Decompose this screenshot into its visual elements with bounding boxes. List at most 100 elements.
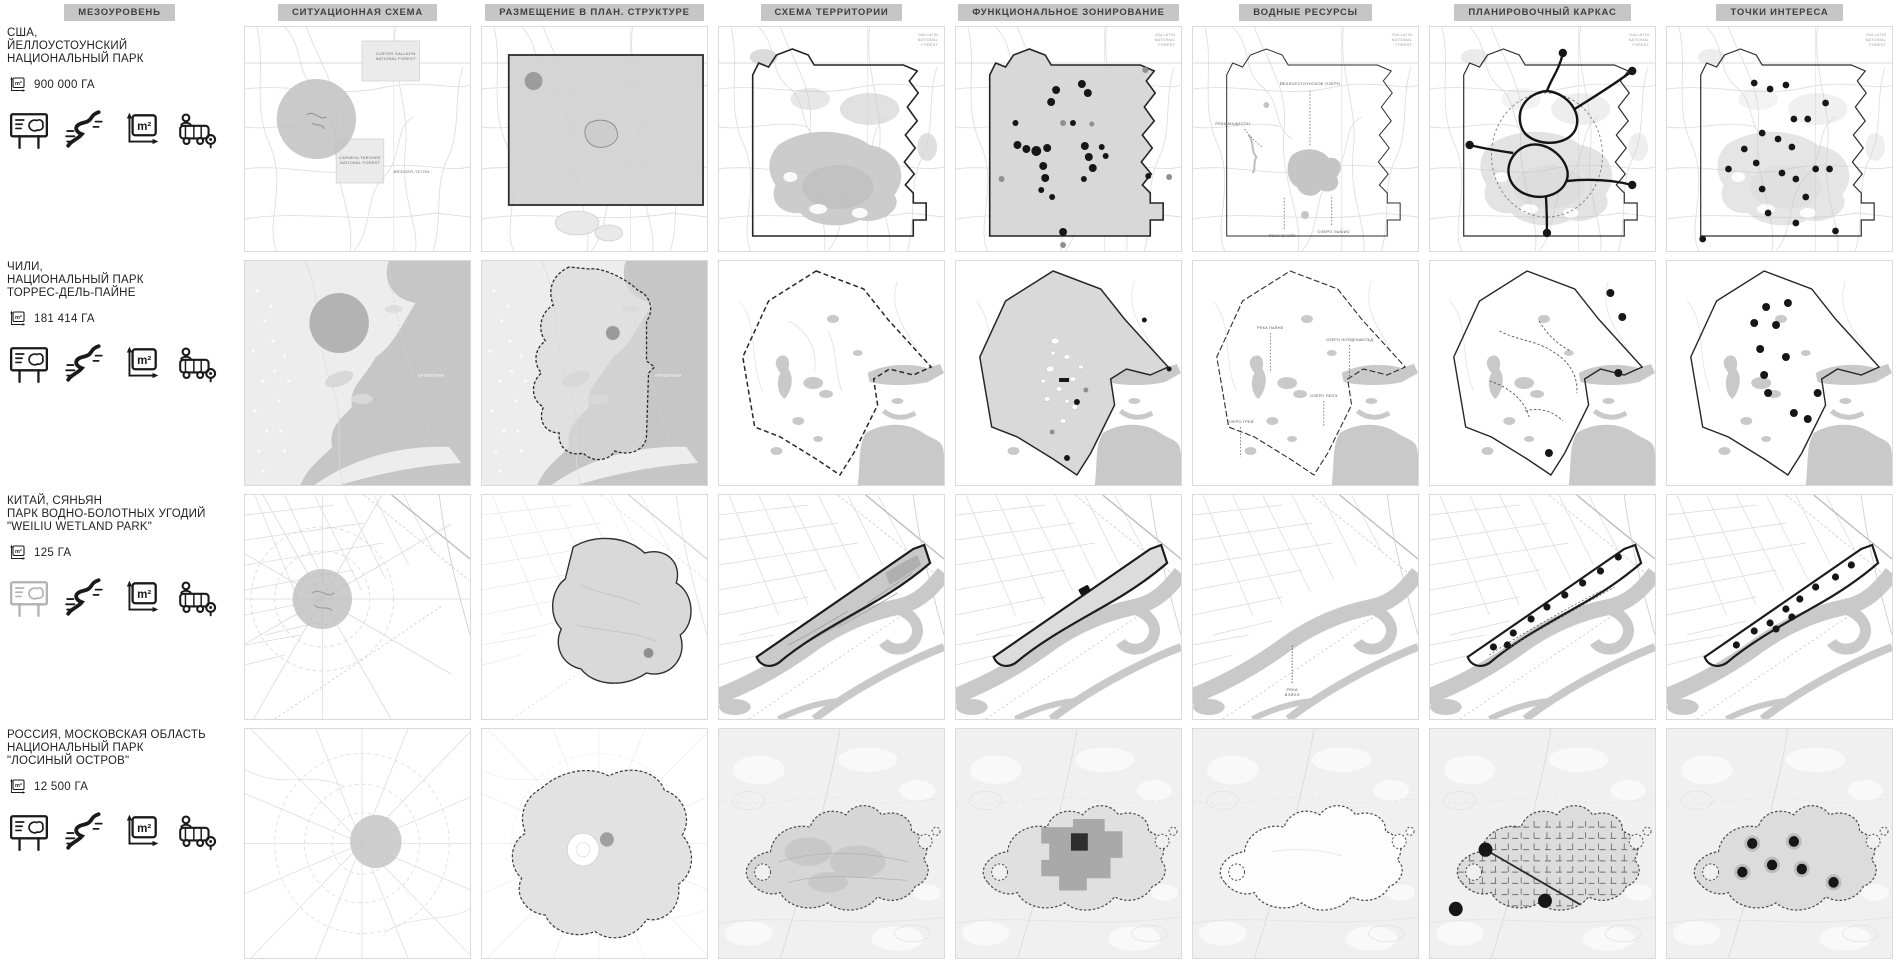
svg-text:NATIONAL: NATIONAL <box>918 38 938 42</box>
svg-text:m²: m² <box>15 80 22 87</box>
park-label-cell: США, ЙЕЛЛОУСТОУНСКИЙ НАЦИОНАЛЬНЫЙ ПАРК m… <box>0 22 239 151</box>
feature-icons: m² <box>8 343 237 385</box>
park-name-line: КИТАЙ, СЯНЬЯН <box>7 495 103 507</box>
park-name: РОССИЯ, МОСКОВСКАЯ ОБЛАСТЬ НАЦИОНАЛЬНЫЙ … <box>7 729 237 768</box>
svg-text:GALLATIN: GALLATIN <box>1155 33 1175 37</box>
svg-text:GALLATIN: GALLATIN <box>918 33 938 37</box>
svg-text:FOREST: FOREST <box>1395 43 1412 47</box>
park-name: ЧИЛИ, НАЦИОНАЛЬНЫЙ ПАРК ТОРРЕС-ДЕЛЬ-ПАЙН… <box>7 261 237 300</box>
park-name-line: "WEILIU WETLAND PARK" <box>7 521 153 533</box>
map-usa-zoning: GALLATIN NATIONAL FOREST <box>955 26 1182 252</box>
info-stand-icon <box>8 343 50 385</box>
info-stand-icon <box>8 577 50 619</box>
river-icon <box>64 577 106 619</box>
column-header-planning-framework: ПЛАНИРОВОЧНЫЙ КАРКАС <box>1454 3 1631 21</box>
area-m2-icon: m² <box>7 75 27 95</box>
header-row: МЕЗОУРОВЕНЬ СИТУАЦИОННАЯ СХЕМА РАЗМЕЩЕНИ… <box>0 2 1898 22</box>
map-chile-water: РЕКА ПАЙНЕ ОЗЕРО НОРДЕНШЕЛЬД ОЗЕРО ПЕОЭ ОЗЕ… <box>1192 260 1419 486</box>
park-row-weiliu: КИТАЙ, СЯНЬЯН ПАРК ВОДНО-БОЛОТНЫХ УГОДИЙ… <box>0 490 1898 724</box>
map-canvas <box>1193 729 1418 958</box>
transport-access-icon <box>176 811 218 853</box>
map-canvas <box>1667 495 1892 719</box>
svg-text:ОЗЕРО НОРДЕНШЕЛЬД: ОЗЕРО НОРДЕНШЕЛЬД <box>1326 338 1373 342</box>
map-chile-framework <box>1429 260 1656 486</box>
transport-access-icon <box>176 577 218 619</box>
svg-text:РЕКА ПАЙНЕ: РЕКА ПАЙНЕ <box>1257 326 1284 330</box>
column-header-territory-scheme: СХЕМА ТЕРРИТОРИИ <box>760 3 903 21</box>
feature-icons: m² <box>8 811 237 853</box>
map-canvas <box>245 729 470 958</box>
map-canvas <box>245 495 470 719</box>
area-icon: m² <box>120 577 162 619</box>
map-china-poi <box>1666 494 1893 720</box>
map-russia-territory <box>718 728 945 959</box>
map-russia-situational <box>244 728 471 959</box>
map-canvas: АРГЕНТИНА <box>245 261 470 485</box>
map-chile-placement: АРГЕНТИНА <box>481 260 708 486</box>
park-row-losiny-ostrov: РОССИЯ, МОСКОВСКАЯ ОБЛАСТЬ НАЦИОНАЛЬНЫЙ … <box>0 724 1898 961</box>
column-header-situational-scheme: СИТУАЦИОННАЯ СХЕМА <box>277 3 438 21</box>
map-usa-poi: GALLATIN NATIONAL FOREST <box>1666 26 1893 252</box>
park-name: КИТАЙ, СЯНЬЯН ПАРК ВОДНО-БОЛОТНЫХ УГОДИЙ… <box>7 495 237 534</box>
svg-text:ОЗЕРО ЛЬЮИС: ОЗЕРО ЛЬЮИС <box>1318 229 1350 234</box>
map-china-territory <box>718 494 945 720</box>
svg-text:m²: m² <box>137 823 151 835</box>
map-russia-water <box>1192 728 1419 959</box>
map-usa-framework: GALLATIN NATIONAL FOREST <box>1429 26 1656 252</box>
map-canvas <box>1430 495 1655 719</box>
svg-text:m²: m² <box>15 314 22 321</box>
map-canvas <box>1430 729 1655 958</box>
map-canvas: ЙЕЛЛОУСТОУНСКОЕ ОЗЕРО РЕКА МАДИСОН РЕКА СН… <box>1193 27 1418 251</box>
park-area-value: 900 000 ГА <box>34 79 95 91</box>
area-m2-icon: m² <box>7 543 27 563</box>
park-row-yellowstone: США, ЙЕЛЛОУСТОУНСКИЙ НАЦИОНАЛЬНЫЙ ПАРК m… <box>0 22 1898 256</box>
svg-text:m²: m² <box>15 548 22 555</box>
svg-text:NATIONAL: NATIONAL <box>1629 38 1649 42</box>
svg-text:NATIONAL: NATIONAL <box>1392 38 1412 42</box>
svg-text:FOREST: FOREST <box>1158 43 1175 47</box>
park-area: m² 125 ГА <box>7 543 237 563</box>
svg-text:РЕКА СНЕЙК: РЕКА СНЕЙК <box>1269 233 1297 238</box>
map-chile-poi <box>1666 260 1893 486</box>
map-russia-poi <box>1666 728 1893 959</box>
park-name-line: РОССИЯ, МОСКОВСКАЯ ОБЛАСТЬ <box>7 729 206 741</box>
park-name-line: США, <box>7 27 38 39</box>
river-icon <box>64 109 106 151</box>
park-name-line: НАЦИОНАЛЬНЫЙ ПАРК <box>7 274 144 286</box>
map-canvas <box>1686 270 1892 485</box>
map-canvas <box>956 729 1181 958</box>
feature-icons: m² <box>8 109 237 151</box>
park-name: США, ЙЕЛЛОУСТОУНСКИЙ НАЦИОНАЛЬНЫЙ ПАРК <box>7 27 237 66</box>
map-china-framework <box>1429 494 1656 720</box>
park-name-line: ПАРК ВОДНО-БОЛОТНЫХ УГОДИЙ <box>7 508 206 520</box>
feature-icons: m² <box>8 577 237 619</box>
park-label-cell: ЧИЛИ, НАЦИОНАЛЬНЫЙ ПАРК ТОРРЕС-ДЕЛЬ-ПАЙН… <box>0 256 239 385</box>
transport-access-icon <box>176 109 218 151</box>
map-china-placement <box>481 494 708 720</box>
map-chile-territory <box>718 260 945 486</box>
map-usa-territory: GALLATIN NATIONAL FOREST <box>718 26 945 252</box>
svg-text:m²: m² <box>137 355 151 367</box>
svg-text:NATIONAL FOREST: NATIONAL FOREST <box>340 160 380 165</box>
park-label-cell: РОССИЯ, МОСКОВСКАЯ ОБЛАСТЬ НАЦИОНАЛЬНЫЙ … <box>0 724 239 853</box>
svg-text:NATIONAL FOREST: NATIONAL FOREST <box>376 56 416 61</box>
park-label-cell: КИТАЙ, СЯНЬЯН ПАРК ВОДНО-БОЛОТНЫХ УГОДИЙ… <box>0 490 239 619</box>
map-russia-zoning <box>955 728 1182 959</box>
map-canvas <box>719 729 944 958</box>
svg-text:ОЗЕРО ГРЕЙ: ОЗЕРО ГРЕЙ <box>1227 420 1253 424</box>
map-chile-zoning <box>955 260 1182 486</box>
svg-text:GALLATIN: GALLATIN <box>1629 33 1649 37</box>
park-area-value: 12 500 ГА <box>34 781 89 793</box>
svg-text:FOREST: FOREST <box>1869 43 1886 47</box>
svg-text:АРГЕНТИНА: АРГЕНТИНА <box>655 373 682 378</box>
map-canvas <box>482 729 707 958</box>
svg-text:BRIDGER-TETON: BRIDGER-TETON <box>394 169 430 174</box>
map-russia-framework <box>1429 728 1656 959</box>
area-icon: m² <box>120 343 162 385</box>
area-m2-icon: m² <box>7 309 27 329</box>
